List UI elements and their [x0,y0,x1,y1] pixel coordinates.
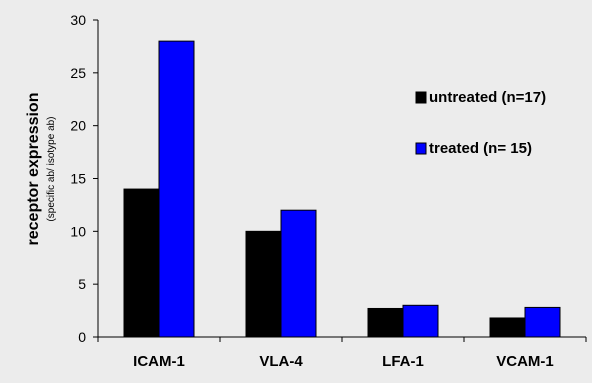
bar-treated-vla-4 [280,209,317,338]
bar-treated-lfa-1 [402,304,439,338]
y-tick-label: 0 [78,329,86,345]
legend-swatch-untreated [415,91,427,104]
bar-untreated-lfa-1 [367,307,404,338]
bar-untreated-vcam-1 [489,317,526,338]
y-tick-label: 30 [70,12,86,28]
y-axis: 0 5 10 15 20 25 30 [70,12,99,345]
legend-swatch-treated [415,142,427,155]
x-tick-label: ICAM-1 [133,353,185,370]
legend-label-untreated: untreated (n=17) [429,89,546,106]
y-tick-label: 25 [70,65,86,81]
legend: untreated (n=17) treated (n= 15) [415,89,546,157]
x-tick-label: VLA-4 [259,353,303,370]
legend-label-treated: treated (n= 15) [429,140,532,157]
x-tick-label: LFA-1 [382,353,424,370]
y-tick-label: 20 [70,118,86,134]
bar-treated-vcam-1 [524,306,561,338]
x-axis: ICAM-1 VLA-4 LFA-1 VCAM-1 [97,336,587,370]
bars [123,40,561,338]
y-axis-sublabel: (specific ab/ isotype ab) [46,116,57,221]
y-axis-label: receptor expression [25,93,42,246]
x-tick-label: VCAM-1 [496,353,554,370]
bar-untreated-icam-1 [123,188,160,338]
bar-untreated-vla-4 [245,230,282,338]
y-tick-label: 10 [70,223,86,239]
y-tick-label: 5 [78,276,86,292]
bar-treated-icam-1 [158,40,195,338]
y-tick-label: 15 [70,171,86,187]
